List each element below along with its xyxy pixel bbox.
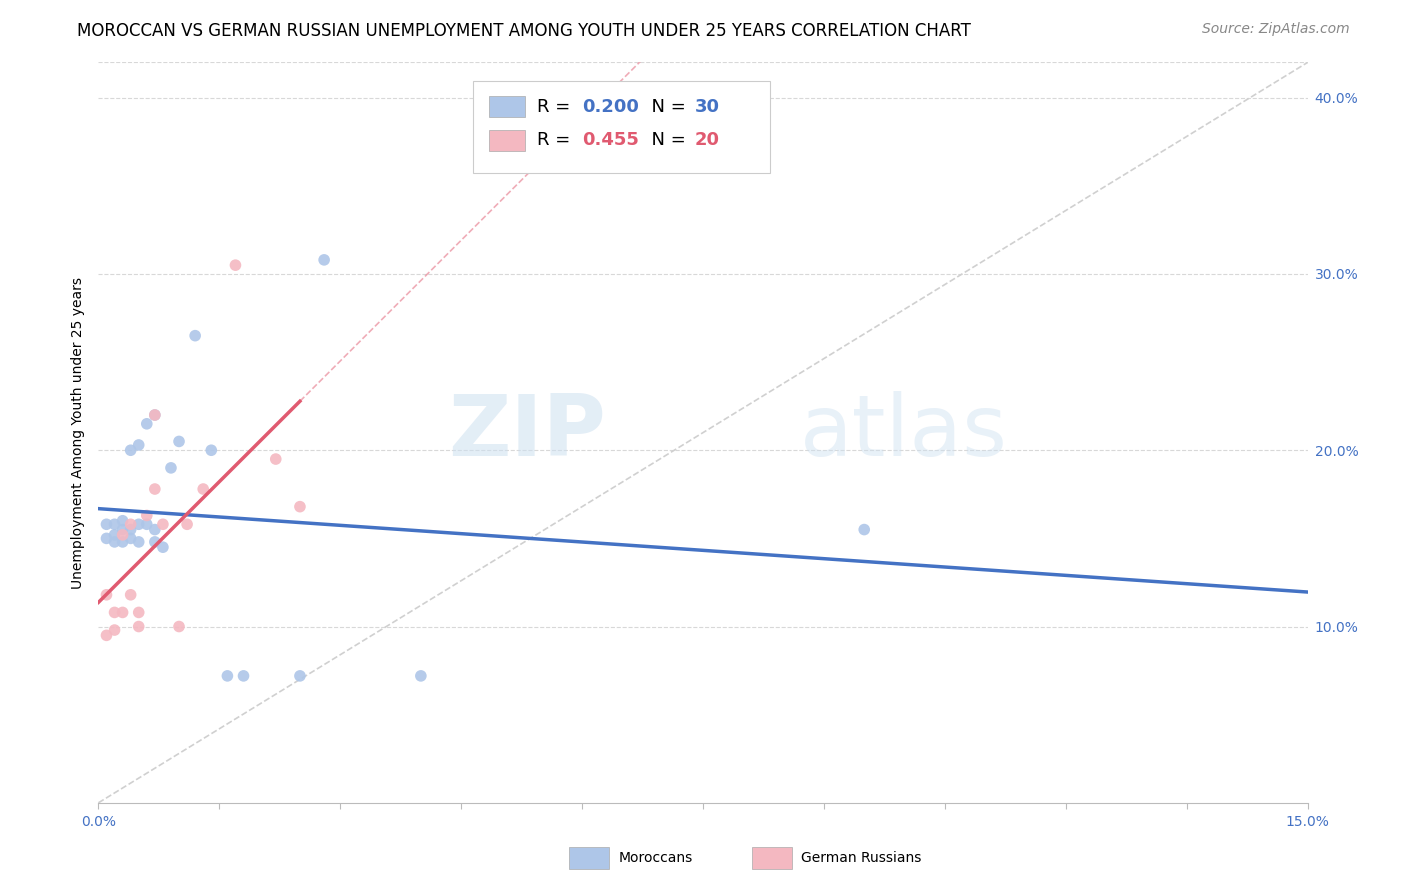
- Point: [120, 588, 142, 602]
- Point: [288, 669, 311, 683]
- Point: [143, 482, 166, 496]
- Point: [143, 408, 166, 422]
- Point: [103, 528, 125, 542]
- Point: [152, 540, 174, 554]
- Point: [135, 517, 157, 532]
- Y-axis label: Unemployment Among Youth under 25 years: Unemployment Among Youth under 25 years: [72, 277, 86, 589]
- Point: [103, 535, 125, 549]
- Point: [120, 523, 142, 537]
- FancyBboxPatch shape: [569, 847, 609, 869]
- Point: [111, 528, 134, 542]
- Point: [143, 408, 166, 422]
- Text: R =: R =: [537, 131, 576, 149]
- Point: [120, 517, 142, 532]
- Point: [128, 438, 150, 452]
- FancyBboxPatch shape: [489, 130, 526, 151]
- Text: Source: ZipAtlas.com: Source: ZipAtlas.com: [1202, 22, 1350, 37]
- Text: 20: 20: [695, 131, 720, 149]
- Point: [143, 523, 166, 537]
- Point: [103, 517, 125, 532]
- Text: R =: R =: [537, 98, 576, 116]
- Point: [193, 482, 215, 496]
- Point: [167, 619, 190, 633]
- Point: [111, 606, 134, 620]
- Point: [120, 532, 142, 546]
- Text: German Russians: German Russians: [801, 851, 922, 865]
- Point: [111, 535, 134, 549]
- Point: [96, 588, 118, 602]
- Text: MOROCCAN VS GERMAN RUSSIAN UNEMPLOYMENT AMONG YOUTH UNDER 25 YEARS CORRELATION C: MOROCCAN VS GERMAN RUSSIAN UNEMPLOYMENT …: [77, 22, 972, 40]
- Point: [314, 252, 336, 267]
- Point: [103, 606, 125, 620]
- Text: atlas: atlas: [800, 391, 1008, 475]
- Text: ZIP: ZIP: [449, 391, 606, 475]
- Point: [217, 669, 239, 683]
- Point: [111, 523, 134, 537]
- Point: [135, 417, 157, 431]
- Point: [176, 517, 198, 532]
- Point: [143, 535, 166, 549]
- Point: [152, 517, 174, 532]
- Point: [184, 328, 207, 343]
- Point: [853, 523, 876, 537]
- Point: [288, 500, 311, 514]
- Point: [128, 535, 150, 549]
- Point: [96, 517, 118, 532]
- Point: [111, 514, 134, 528]
- Point: [167, 434, 190, 449]
- Point: [232, 669, 254, 683]
- Text: 0.455: 0.455: [582, 131, 638, 149]
- Point: [128, 619, 150, 633]
- Text: Moroccans: Moroccans: [619, 851, 693, 865]
- FancyBboxPatch shape: [474, 81, 769, 173]
- Point: [224, 258, 246, 272]
- Point: [128, 517, 150, 532]
- FancyBboxPatch shape: [752, 847, 792, 869]
- Point: [103, 623, 125, 637]
- Text: N =: N =: [640, 98, 692, 116]
- Text: N =: N =: [640, 131, 692, 149]
- Point: [264, 452, 287, 467]
- Point: [200, 443, 222, 458]
- Point: [96, 628, 118, 642]
- Point: [128, 606, 150, 620]
- Text: 0.200: 0.200: [582, 98, 638, 116]
- Point: [135, 508, 157, 523]
- Point: [120, 443, 142, 458]
- Point: [96, 532, 118, 546]
- Point: [409, 669, 432, 683]
- FancyBboxPatch shape: [489, 96, 526, 117]
- Point: [160, 461, 183, 475]
- Text: 30: 30: [695, 98, 720, 116]
